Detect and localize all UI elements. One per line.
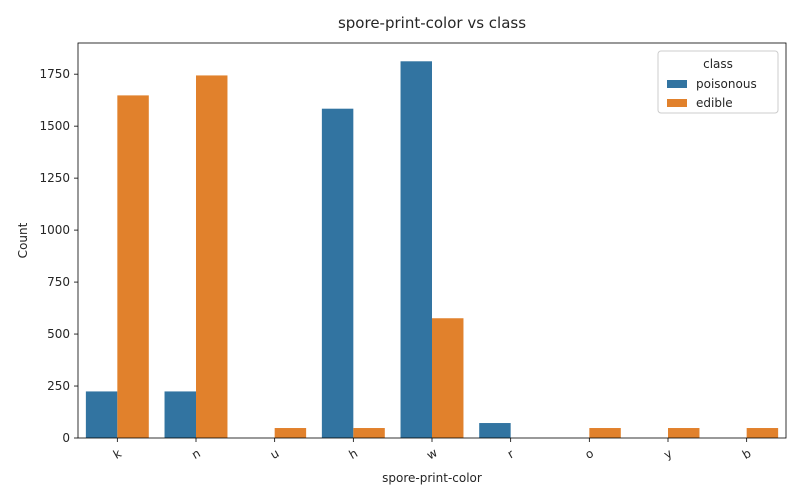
legend: class poisonous edible xyxy=(657,50,779,114)
legend-swatch-poisonous xyxy=(667,80,687,88)
y-axis-label: Count xyxy=(16,222,30,258)
legend-title: class xyxy=(703,57,733,71)
legend-box xyxy=(657,50,779,114)
bar-poisonous-k xyxy=(85,391,118,438)
bar-edible-n xyxy=(196,75,228,438)
y-tick-label: 500 xyxy=(47,327,70,341)
bars xyxy=(85,61,779,439)
y-axis: 0 250 500 750 1000 1250 1500 1750 xyxy=(39,67,78,445)
bar-edible-y xyxy=(668,428,700,438)
legend-label-edible: edible xyxy=(696,96,733,110)
x-tick-label: o xyxy=(583,446,596,462)
y-tick-label: 1500 xyxy=(39,119,70,133)
y-tick-label: 0 xyxy=(62,431,70,445)
bar-edible-w xyxy=(432,318,464,438)
bar-poisonous-r xyxy=(479,423,511,438)
bar-edible-u xyxy=(274,428,307,438)
bar-poisonous-w xyxy=(400,61,432,438)
x-tick-label: u xyxy=(268,446,282,462)
x-tick-label: w xyxy=(424,445,440,462)
chart-title: spore-print-color vs class xyxy=(338,14,526,32)
y-tick-label: 250 xyxy=(47,379,70,393)
y-tick-label: 750 xyxy=(47,275,70,289)
bar-poisonous-h xyxy=(321,108,354,439)
x-tick-label: h xyxy=(347,446,361,462)
bar-edible-h xyxy=(353,428,385,438)
legend-swatch-edible xyxy=(667,99,687,107)
plot-frame xyxy=(77,42,787,439)
x-tick-label: b xyxy=(740,446,754,462)
bar-edible-o xyxy=(589,428,621,438)
y-tick-label: 1000 xyxy=(39,223,70,237)
bar-edible-b xyxy=(746,428,779,438)
x-axis-label: spore-print-color xyxy=(382,471,482,485)
bar-poisonous-n xyxy=(164,391,196,438)
y-tick-label: 1250 xyxy=(39,171,70,185)
legend-label-poisonous: poisonous xyxy=(696,77,757,91)
bar-edible-k xyxy=(117,95,149,439)
x-tick-label: k xyxy=(111,446,124,462)
x-tick-label: y xyxy=(661,446,674,462)
x-tick-label: n xyxy=(189,446,203,462)
y-tick-label: 1750 xyxy=(39,67,70,81)
x-tick-label: r xyxy=(505,447,516,462)
